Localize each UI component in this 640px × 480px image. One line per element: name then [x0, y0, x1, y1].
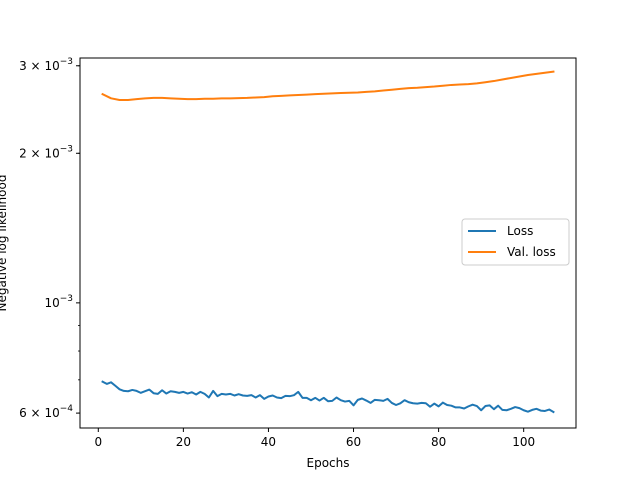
y-tick-label: 3 × 10−3	[19, 57, 73, 73]
x-tick-label: 0	[94, 435, 102, 449]
x-tick-label: 80	[431, 435, 446, 449]
legend-label-val-loss: Val. loss	[507, 245, 556, 259]
legend: Loss Val. loss	[461, 218, 570, 266]
x-axis-label: Epochs	[307, 456, 350, 470]
y-axis-label: Negative log likelihood	[0, 175, 9, 312]
series-line-1	[101, 70, 555, 101]
series-line-0	[101, 380, 555, 414]
x-axis-ticks: 0 20 40 60 80 100	[94, 428, 535, 449]
x-tick-label: 60	[346, 435, 361, 449]
y-tick-label: 2 × 10−3	[19, 144, 73, 160]
x-tick-label: 100	[512, 435, 535, 449]
y-tick-label: 6 × 10−4	[19, 404, 73, 420]
x-tick-label: 40	[261, 435, 276, 449]
y-tick-label: 10−3	[44, 294, 73, 310]
x-tick-label: 20	[176, 435, 191, 449]
plot-frame	[79, 57, 577, 429]
legend-label-loss: Loss	[507, 224, 533, 238]
series-layer	[101, 70, 555, 414]
y-axis-ticks: 6 × 10−4 10−3 2 × 10−3 3 × 10−3	[19, 57, 80, 420]
